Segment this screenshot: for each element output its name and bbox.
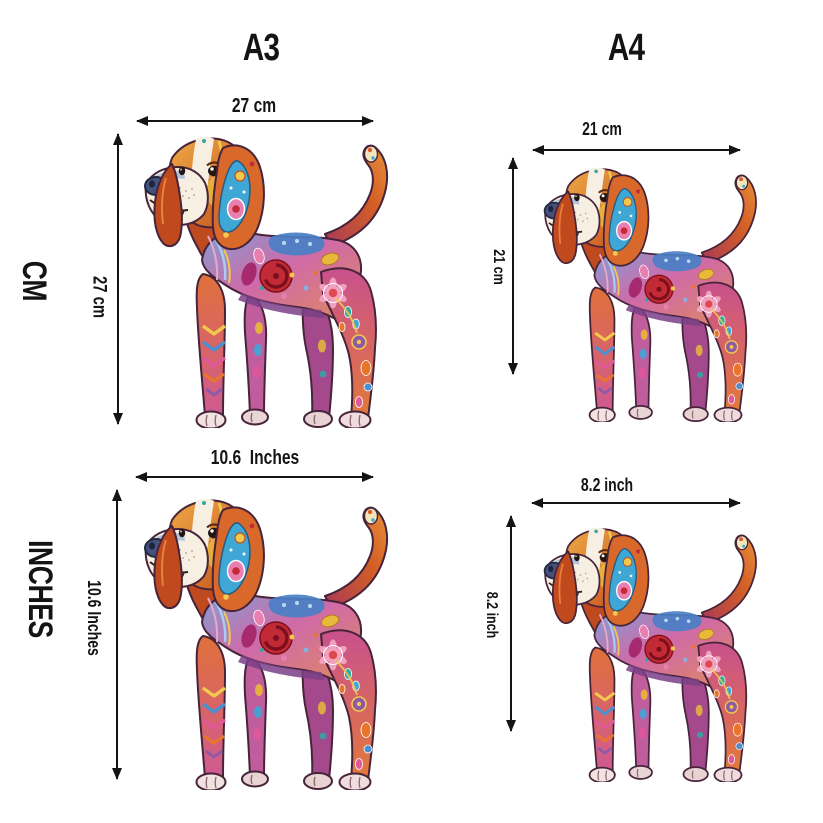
height-label: 27 cm [88,275,110,319]
width-label: 8.2 inch [580,475,634,495]
width-arrow [532,144,741,155]
width-arrow [135,471,374,482]
column-header-a3: A3 [242,27,280,69]
column-header-a4: A4 [607,27,645,69]
width-label: 27 cm [231,95,277,117]
row-label-cm: CM [15,260,53,302]
beagle-artwork-a3-cm [143,135,389,428]
height-arrow [112,133,123,425]
height-label: 21 cm [490,249,507,285]
beagle-artwork-a4-inches [543,526,758,782]
beagle-artwork-a3-inches [143,497,389,790]
row-label-inches: INCHES [21,540,59,638]
height-label: 8.2 inch [483,591,500,639]
height-arrow [507,157,518,375]
height-label: 10.6 Inches [84,580,104,656]
width-arrow [531,497,741,508]
width-arrow [136,115,374,126]
height-arrow [505,515,516,732]
width-label: 10.6 Inches [210,447,300,469]
width-label: 21 cm [582,119,622,139]
height-arrow [111,489,122,780]
beagle-artwork-a4-cm [543,166,758,422]
